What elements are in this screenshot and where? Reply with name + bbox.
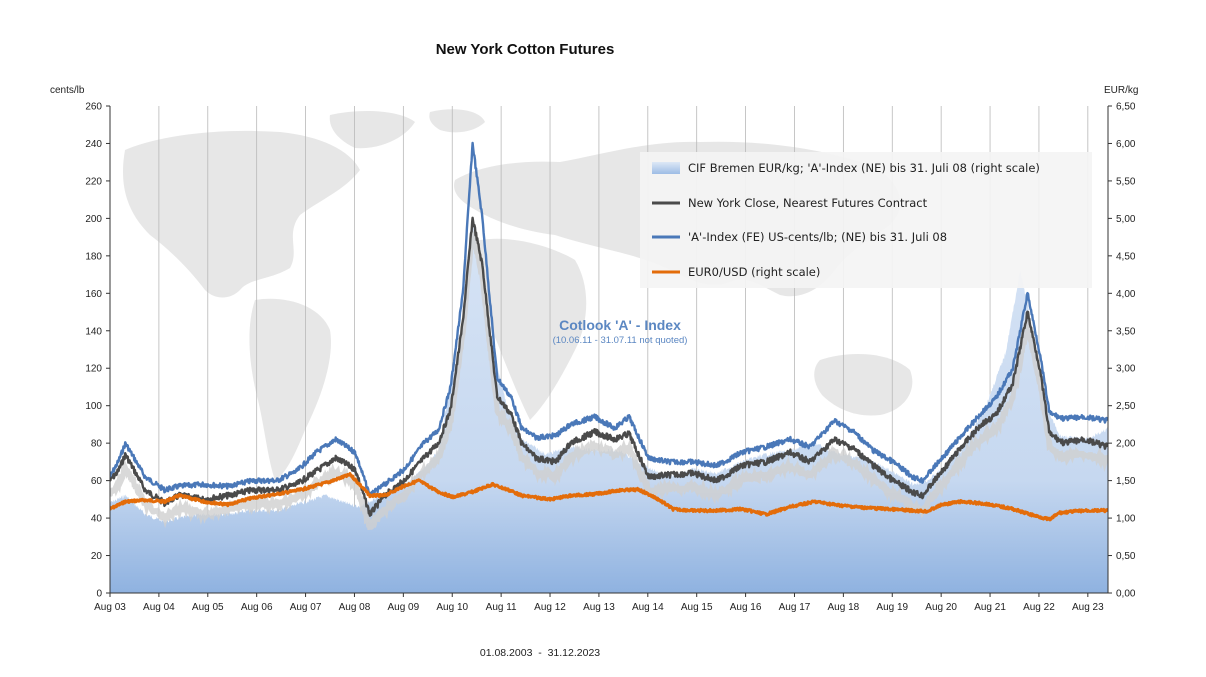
legend-label-cif-bremen: CIF Bremen EUR/kg; 'A'-Index (NE) bis 31… xyxy=(688,161,1040,175)
right-tick-label: 6,00 xyxy=(1116,139,1136,150)
left-tick-label: 120 xyxy=(85,364,102,375)
legend-item-eur-usd: EUR0/USD (right scale) xyxy=(652,265,820,279)
legend: CIF Bremen EUR/kg; 'A'-Index (NE) bis 31… xyxy=(640,152,1092,288)
right-tick-label: 5,50 xyxy=(1116,176,1136,187)
left-y-axis-ticks: 0 20 40 60 80 100 120 140 160 180 200 220 240 260 xyxy=(85,102,110,600)
legend-box xyxy=(640,152,1092,288)
right-tick-label: 4,00 xyxy=(1116,289,1136,300)
right-y-axis-ticks: 0,00 0,50 1,00 1,50 2,00 2,50 3,00 3,50 4,00 4,50… xyxy=(1108,102,1136,600)
left-tick-label: 240 xyxy=(85,139,102,150)
left-tick-label: 220 xyxy=(85,176,102,187)
legend-item-ny-close: New York Close, Nearest Futures Contract xyxy=(652,196,928,210)
legend-label-eur-usd: EUR0/USD (right scale) xyxy=(688,265,820,279)
x-tick-label: Aug 17 xyxy=(779,602,811,613)
series-area-cif-bremen xyxy=(110,217,1108,593)
x-tick-label: Aug 13 xyxy=(583,602,615,613)
series-ny-close-shadow xyxy=(110,231,1108,530)
right-axis-unit: EUR/kg xyxy=(1104,85,1138,96)
x-tick-label: Aug 07 xyxy=(290,602,322,613)
x-tick-label: Aug 11 xyxy=(486,602,517,613)
date-range-label: 01.08.2003 - 31.12.2023 xyxy=(480,647,600,659)
legend-item-a-index: 'A'-Index (FE) US-cents/lb; (NE) bis 31.… xyxy=(652,230,947,244)
x-tick-label: Aug 20 xyxy=(925,602,957,613)
x-tick-label: Aug 04 xyxy=(143,602,175,613)
right-tick-label: 2,00 xyxy=(1116,439,1136,450)
legend-item-cif-bremen: CIF Bremen EUR/kg; 'A'-Index (NE) bis 31… xyxy=(652,161,1040,175)
chart-title: New York Cotton Futures xyxy=(436,41,615,58)
right-tick-label: 3,00 xyxy=(1116,364,1136,375)
x-axis-ticks: Aug 03 Aug 04 Aug 05 Aug 06 Aug 07 Aug 08 Aug … xyxy=(94,593,1104,613)
x-tick-label: Aug 19 xyxy=(876,602,908,613)
right-tick-label: 1,50 xyxy=(1116,476,1136,487)
legend-swatch-cif-bremen xyxy=(652,162,680,174)
x-tick-label: Aug 05 xyxy=(192,602,224,613)
left-tick-label: 60 xyxy=(91,476,103,487)
right-tick-label: 4,50 xyxy=(1116,251,1136,262)
right-tick-label: 0,50 xyxy=(1116,551,1136,562)
x-tick-label: Aug 09 xyxy=(387,602,419,613)
x-tick-label: Aug 15 xyxy=(681,602,713,613)
x-tick-label: Aug 22 xyxy=(1023,602,1055,613)
left-tick-label: 40 xyxy=(91,514,103,525)
left-axis-unit: cents/lb xyxy=(50,85,85,96)
x-tick-label: Aug 06 xyxy=(241,602,273,613)
left-tick-label: 140 xyxy=(85,326,102,337)
series-line-ny-close xyxy=(110,216,1108,517)
left-tick-label: 260 xyxy=(85,102,102,113)
x-tick-label: Aug 14 xyxy=(632,602,664,613)
right-tick-label: 6,50 xyxy=(1116,102,1136,113)
series-line-eur-usd xyxy=(110,472,1108,522)
x-tick-label: Aug 03 xyxy=(94,602,126,613)
left-tick-label: 20 xyxy=(91,551,103,562)
x-tick-label: Aug 08 xyxy=(339,602,371,613)
right-tick-label: 1,00 xyxy=(1116,514,1136,525)
left-tick-label: 100 xyxy=(85,401,102,412)
right-tick-label: 5,00 xyxy=(1116,214,1136,225)
right-tick-label: 2,50 xyxy=(1116,401,1136,412)
left-tick-label: 0 xyxy=(96,589,102,600)
right-tick-label: 3,50 xyxy=(1116,326,1136,337)
annotation-title: Cotlook 'A' - Index xyxy=(559,317,681,333)
annotation-subtitle: (10.06.11 - 31.07.11 not quoted) xyxy=(553,335,688,346)
series-line-a-index xyxy=(110,141,1108,498)
legend-label-a-index: 'A'-Index (FE) US-cents/lb; (NE) bis 31.… xyxy=(688,230,947,244)
x-tick-label: Aug 18 xyxy=(828,602,860,613)
left-tick-label: 80 xyxy=(91,439,103,450)
left-tick-label: 200 xyxy=(85,214,102,225)
left-tick-label: 180 xyxy=(85,251,102,262)
right-tick-label: 0,00 xyxy=(1116,589,1136,600)
x-tick-label: Aug 16 xyxy=(730,602,762,613)
x-tick-label: Aug 23 xyxy=(1072,602,1104,613)
x-tick-label: Aug 12 xyxy=(534,602,566,613)
legend-label-ny-close: New York Close, Nearest Futures Contract xyxy=(688,196,928,210)
left-tick-label: 160 xyxy=(85,289,102,300)
x-tick-label: Aug 21 xyxy=(974,602,1006,613)
x-tick-label: Aug 10 xyxy=(436,602,468,613)
